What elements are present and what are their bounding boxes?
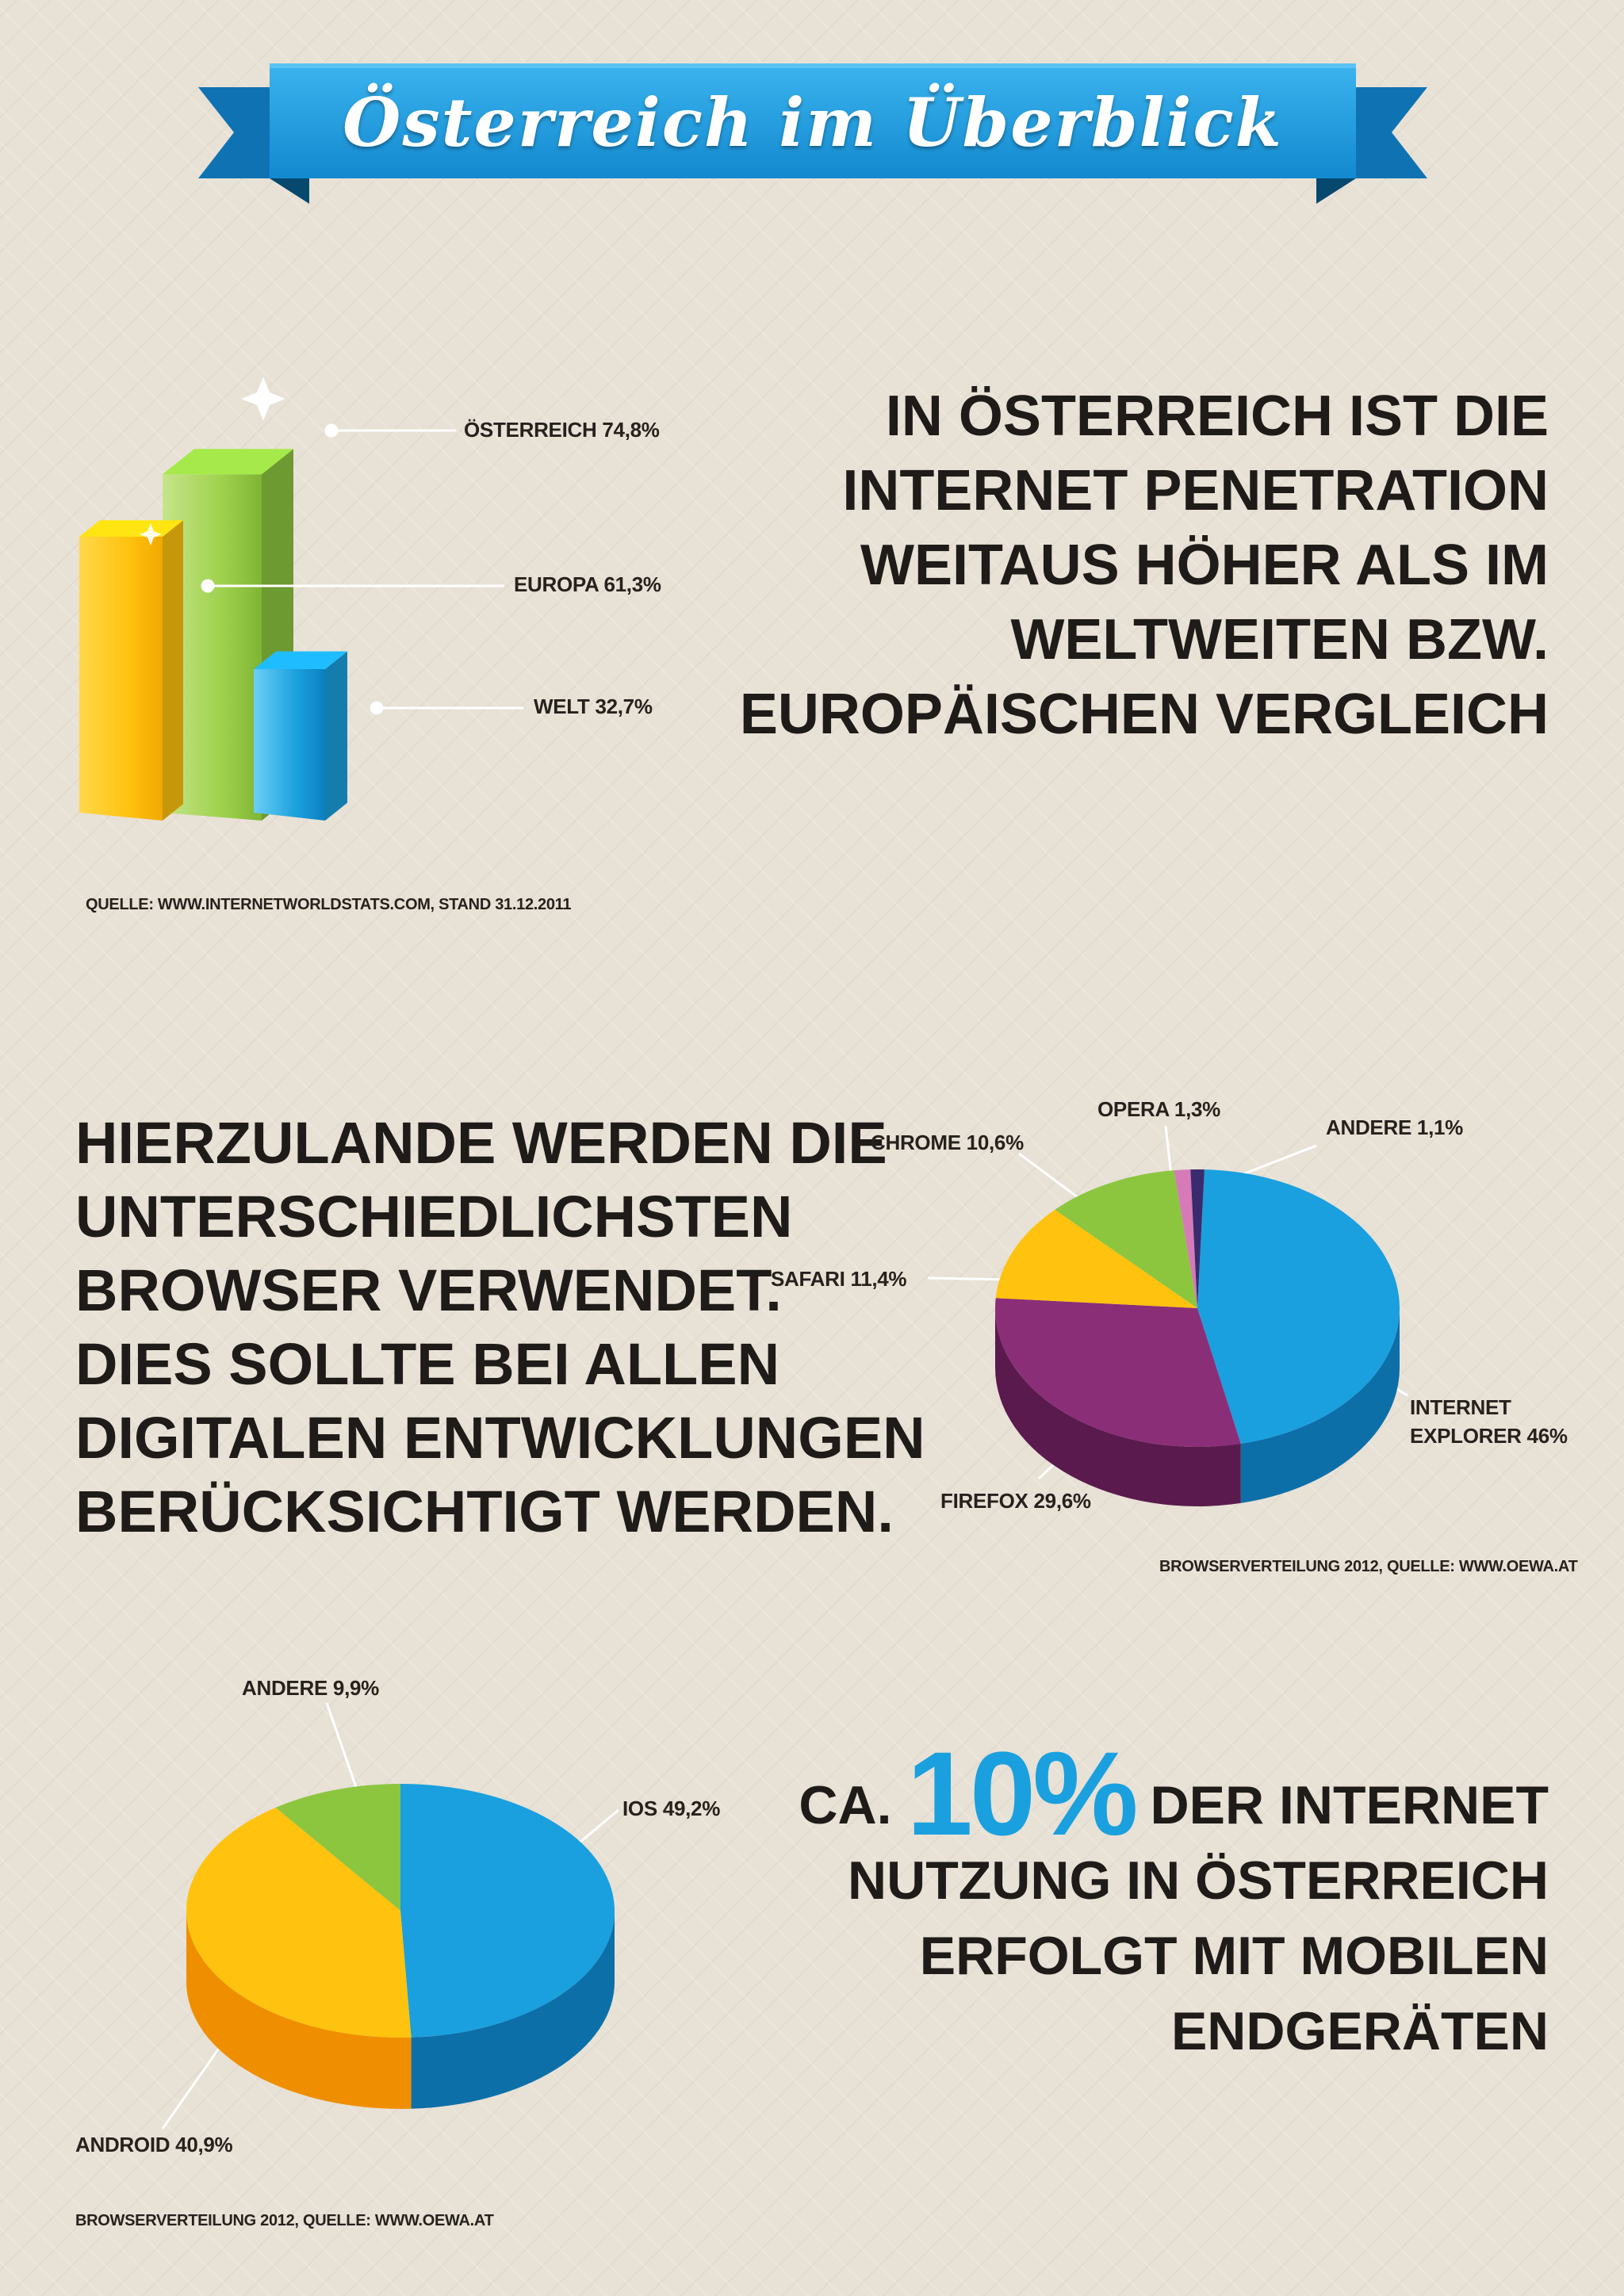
statement-line: BROWSER VERWENDET. <box>75 1257 782 1323</box>
browser-pie-slice-0 <box>1197 1169 1400 1444</box>
browsers-statement: HIERZULANDE WERDEN DIE UNTERSCHIEDLICHST… <box>75 1106 925 1548</box>
browser-pie-slice-4 <box>1174 1169 1197 1308</box>
browser-pie-side <box>995 1308 1400 1506</box>
statement-line: BERÜCKSICHTIGT WERDEN. <box>75 1479 894 1544</box>
bar-world <box>254 651 347 821</box>
statement-line: UNTERSCHIEDLICHSTEN <box>75 1184 793 1249</box>
statement-line: ERFOLGT MIT MOBILEN <box>919 1926 1549 1986</box>
pie-label-opera: OPERA 1,3% <box>1097 1097 1220 1121</box>
statement-line: INTERNET PENETRATION <box>842 459 1549 522</box>
source-mobile: BROWSERVERTEILUNG 2012, QUELLE: WWW.OEWA… <box>75 2212 494 2229</box>
mobile-statement: CA. 10% DER INTERNET NUTZUNG IN ÖSTERREI… <box>799 1734 1549 2069</box>
statement-line: DIES SOLLTE BEI ALLEN <box>75 1331 780 1397</box>
pie-label-android: ANDROID 40,9% <box>75 2133 233 2156</box>
bar-austria <box>163 449 293 821</box>
statement-line: WEITAUS HÖHER ALS IM <box>860 534 1549 597</box>
mobile-pie-slice-0 <box>400 1784 615 2038</box>
statement-line: DIGITALEN ENTWICKLUNGEN <box>75 1405 925 1471</box>
title-banner: Österreich im Überblick <box>198 59 1427 210</box>
pie-label-ios: IOS 49,2% <box>622 1797 721 1820</box>
mobile-line-suffix: DER INTERNET <box>1150 1775 1549 1835</box>
statement-line: ENDGERÄTEN <box>1170 2001 1549 2061</box>
mobile-pie-side-wall <box>411 1911 615 2109</box>
penetration-statement: IN ÖSTERREICH IST DIE INTERNET PENETRATI… <box>740 379 1549 752</box>
mobile-prefix: CA. <box>799 1775 892 1835</box>
statement-line: EUROPÄISCHEN VERGLEICH <box>739 683 1549 746</box>
pie-label-other-os: ANDERE 9,9% <box>242 1676 379 1700</box>
statement-line: WELTWEITEN BZW. <box>1010 608 1549 672</box>
mobile-pie-slice-2 <box>275 1784 400 1911</box>
browser-pie-slice-2 <box>995 1209 1197 1308</box>
pie-label-other-browsers: ANDERE 1,1% <box>1326 1115 1463 1139</box>
browser-share-pie-chart <box>995 1169 1400 1506</box>
mobile-os-pie-chart <box>186 1784 615 2109</box>
browser-pie-slice-1 <box>995 1298 1241 1447</box>
statement-line: HIERZULANDE WERDEN DIE <box>75 1110 887 1176</box>
source-browsers: BROWSERVERTEILUNG 2012, QUELLE: WWW.OEWA… <box>1159 1558 1578 1575</box>
bar-label-europe: EUROPA 61,3% <box>514 572 661 596</box>
bar-label-austria: ÖSTERREICH 74,8% <box>464 418 660 442</box>
source-penetration: QUELLE: WWW.INTERNETWORLDSTATS.COM, STAN… <box>86 896 572 913</box>
page-title: Österreich im Überblick <box>343 83 1283 162</box>
mobile-share-highlight: 10% <box>906 1727 1138 1860</box>
pie-label-chrome: CHROME 10,6% <box>871 1131 1024 1154</box>
sparkle-decoration <box>140 377 285 545</box>
ribbon-shape <box>198 63 1427 204</box>
pie-label-internet-explorer: INTERNET EXPLORER 46% <box>1410 1395 1568 1448</box>
browser-pie-side-wall <box>1240 1308 1400 1503</box>
statement-line: IN ÖSTERREICH IST DIE <box>885 385 1549 448</box>
browser-pie-slice-3 <box>1055 1170 1197 1308</box>
mobile-pie-side <box>186 1911 615 2109</box>
bar-europe <box>79 520 183 821</box>
pie-label-safari: SAFARI 11,4% <box>771 1267 907 1291</box>
mobile-pie-slice-1 <box>186 1807 412 2038</box>
pie-label-firefox: FIREFOX 29,6% <box>940 1489 1091 1513</box>
mobile-pie-side-wall <box>186 1911 412 2109</box>
statement-line: NUTZUNG IN ÖSTERREICH <box>848 1850 1549 1911</box>
bar-label-world: WELT 32,7% <box>534 695 653 718</box>
browser-pie-slice-5 <box>1190 1169 1205 1308</box>
statement-line-first: CA. 10% DER INTERNET <box>799 1734 1549 1853</box>
internet-penetration-bar-chart <box>79 377 347 821</box>
browser-pie-side-wall <box>995 1308 1241 1506</box>
